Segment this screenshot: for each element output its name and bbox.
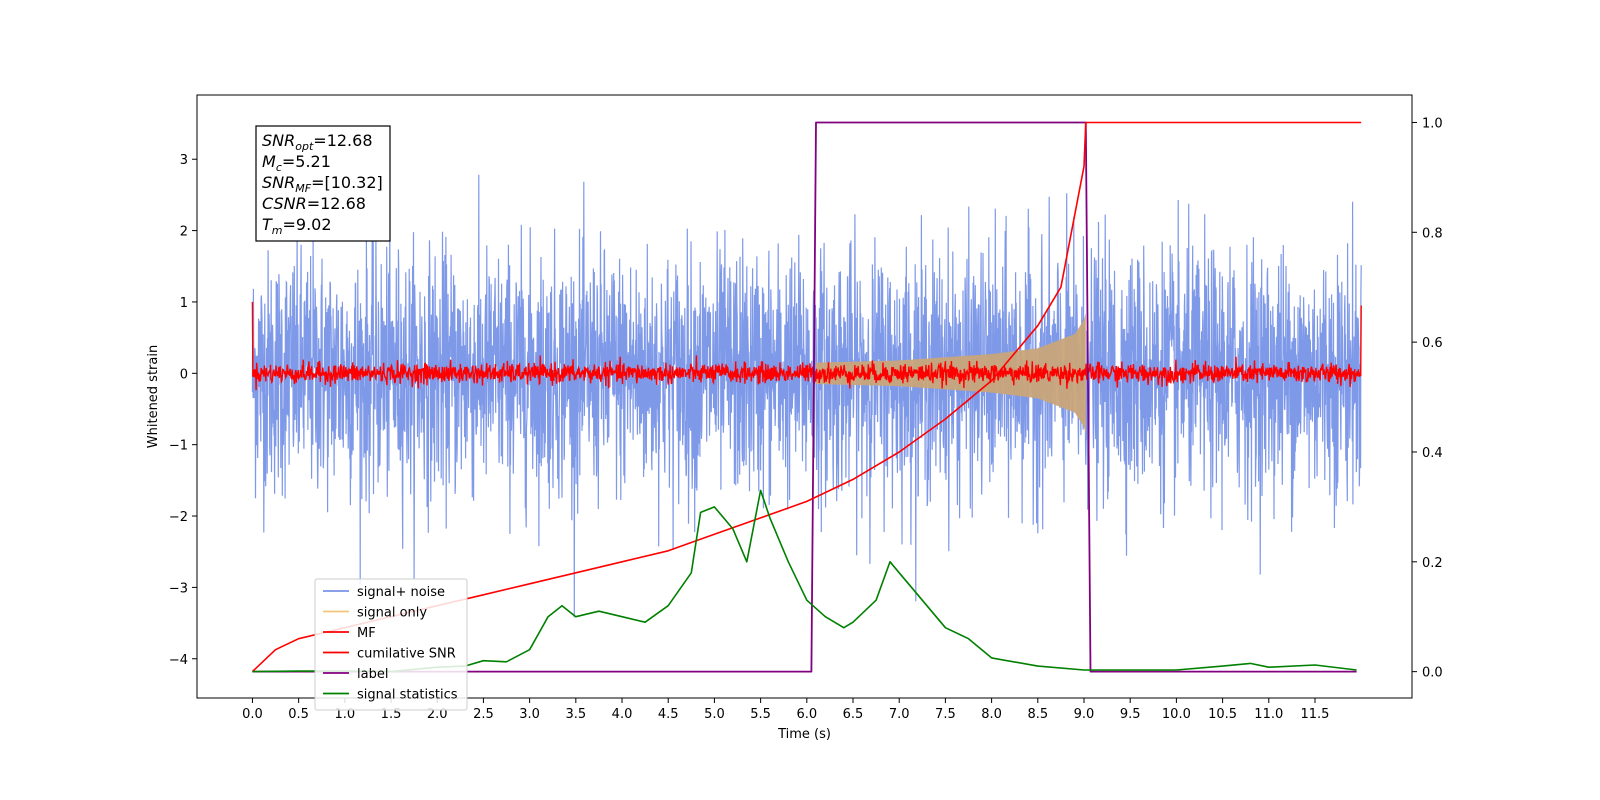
legend-entry: signal statistics (357, 688, 458, 703)
axes: 0.0 0.5 1.0 1.5 2.0 2.5 3.0 3.5 4.0 4.5 5.0 5.5 6.0 6… (169, 94, 1443, 722)
y2-tick-label: 0.4 (1422, 446, 1443, 461)
x-tick-label: 3.0 (519, 707, 540, 722)
annotation-line: CSNR=12.68 (262, 194, 366, 213)
legend-entry: signal only (357, 606, 427, 621)
x-tick-label: 2.5 (473, 707, 494, 722)
legend-entry: label (357, 667, 388, 682)
x-tick-label: 1.5 (381, 707, 402, 722)
x-tick-label: 4.5 (658, 707, 679, 722)
y-tick-label: 0 (180, 367, 188, 382)
x-tick-label: 5.0 (704, 707, 725, 722)
x-tick-label: 1.0 (334, 707, 355, 722)
x-tick-label: 4.0 (612, 707, 633, 722)
x-tick-label: 6.0 (796, 707, 817, 722)
y-tick-label: 1 (180, 296, 188, 311)
x-tick-label: 9.0 (1074, 707, 1095, 722)
x-tick-label: 0.0 (242, 707, 263, 722)
x-tick-label: 6.5 (843, 707, 864, 722)
y-tick-label: −2 (169, 510, 188, 525)
axes-frame (196, 94, 1413, 699)
series-signal-statistics (252, 489, 1357, 673)
x-tick-label: 10.0 (1162, 707, 1191, 722)
legend: signal+ noise signal only MF cumilative SNR… (314, 578, 468, 711)
x-tick-label: 11.0 (1254, 707, 1283, 722)
y2-tick-label: 0.0 (1422, 666, 1443, 681)
y2-tick-label: 1.0 (1422, 116, 1443, 131)
x-tick-label: 7.0 (889, 707, 910, 722)
x-tick-label: 3.5 (565, 707, 586, 722)
y-tick-label: 2 (180, 225, 188, 240)
legend-entry: signal+ noise (357, 585, 445, 600)
annotation-line: SNRMF=[10.32] (262, 173, 383, 195)
x-tick-label: 11.5 (1301, 707, 1330, 722)
legend-entry: cumilative SNR (357, 647, 456, 662)
x-tick-label: 8.5 (1027, 707, 1048, 722)
y-tick-label: −1 (169, 439, 188, 454)
series-label (252, 121, 1357, 673)
annotation-line: SNRopt=12.68 (262, 131, 373, 153)
y-tick-label: −4 (169, 653, 188, 668)
y-tick-label: −3 (169, 581, 188, 596)
legend-entry: MF (357, 626, 376, 641)
x-tick-label: 2.0 (427, 707, 448, 722)
x-axis-label: Time (s) (777, 727, 831, 742)
annotation-box: SNRopt=12.68Mc=5.21SNRMF=[10.32]CSNR=12.… (255, 125, 391, 242)
x-tick-label: 5.5 (750, 707, 771, 722)
y2-tick-label: 0.2 (1422, 556, 1443, 571)
annotation-line: Mc=5.21 (262, 152, 331, 174)
legend-frame (314, 578, 468, 711)
x-tick-label: 8.0 (981, 707, 1002, 722)
annotation-frame (255, 125, 391, 242)
x-tick-label: 9.5 (1120, 707, 1141, 722)
series-mf (251, 301, 1362, 391)
y-tick-label: 3 (180, 153, 188, 168)
series-signal-noise (251, 174, 1362, 618)
x-tick-label: 0.5 (288, 707, 309, 722)
annotation-line: Tm=9.02 (262, 215, 332, 237)
x-tick-label: 10.5 (1208, 707, 1237, 722)
x-tick-label: 7.5 (935, 707, 956, 722)
y2-tick-label: 0.8 (1422, 226, 1443, 241)
y2-tick-label: 0.6 (1422, 336, 1443, 351)
y-axis-label: Whitened strain (146, 345, 161, 448)
